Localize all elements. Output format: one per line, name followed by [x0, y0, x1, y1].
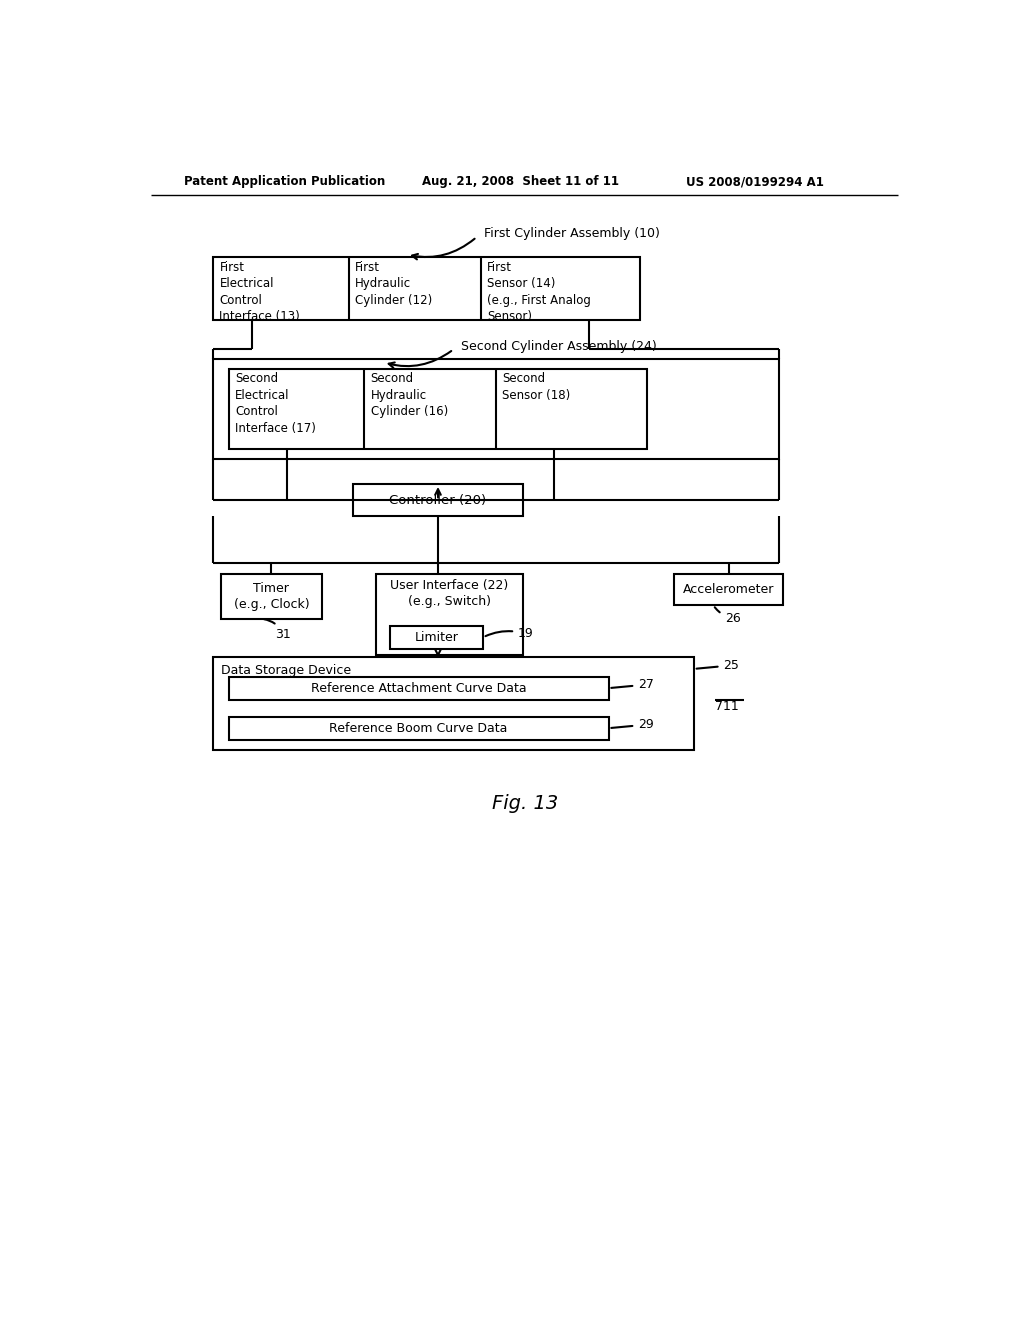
Text: Limiter: Limiter [415, 631, 459, 644]
Text: Reference Attachment Curve Data: Reference Attachment Curve Data [311, 681, 526, 694]
Text: Second
Hydraulic
Cylinder (16): Second Hydraulic Cylinder (16) [371, 372, 447, 418]
Bar [390, 626, 483, 649]
Text: Accelerometer: Accelerometer [683, 583, 774, 597]
Bar [376, 574, 523, 655]
Text: Patent Application Publication: Patent Application Publication [183, 176, 385, 189]
Text: Second Cylinder Assembly (24): Second Cylinder Assembly (24) [461, 339, 657, 352]
Bar [675, 574, 783, 605]
Bar [228, 677, 608, 700]
Bar [213, 657, 693, 750]
Text: Aug. 21, 2008  Sheet 11 of 11: Aug. 21, 2008 Sheet 11 of 11 [423, 176, 620, 189]
Text: 25: 25 [696, 659, 739, 672]
Text: First
Electrical
Control
Interface (13): First Electrical Control Interface (13) [219, 261, 300, 323]
Text: Reference Boom Curve Data: Reference Boom Curve Data [330, 722, 508, 735]
Text: 29: 29 [611, 718, 653, 731]
Text: 27: 27 [611, 678, 654, 692]
Text: Data Storage Device: Data Storage Device [221, 664, 351, 677]
Bar [352, 484, 523, 516]
Text: Timer
(e.g., Clock): Timer (e.g., Clock) [233, 582, 309, 611]
Text: First Cylinder Assembly (10): First Cylinder Assembly (10) [484, 227, 660, 240]
Text: Fig. 13: Fig. 13 [492, 793, 558, 813]
Text: 711: 711 [716, 700, 739, 713]
Bar [213, 257, 640, 321]
Text: User Interface (22)
(e.g., Switch): User Interface (22) (e.g., Switch) [390, 579, 509, 609]
Text: US 2008/0199294 A1: US 2008/0199294 A1 [686, 176, 824, 189]
Text: Second
Sensor (18): Second Sensor (18) [503, 372, 570, 403]
Text: 26: 26 [715, 607, 740, 624]
Bar [228, 717, 608, 739]
Text: 19: 19 [485, 627, 534, 640]
Bar [228, 368, 647, 450]
Bar [213, 359, 779, 459]
Text: Second
Electrical
Control
Interface (17): Second Electrical Control Interface (17) [234, 372, 315, 436]
Text: First
Sensor (14)
(e.g., First Analog
Sensor): First Sensor (14) (e.g., First Analog Se… [486, 261, 591, 323]
Text: First
Hydraulic
Cylinder (12): First Hydraulic Cylinder (12) [355, 261, 432, 306]
Text: Controller (20): Controller (20) [389, 494, 486, 507]
Bar [221, 574, 322, 619]
Text: 31: 31 [264, 619, 291, 642]
